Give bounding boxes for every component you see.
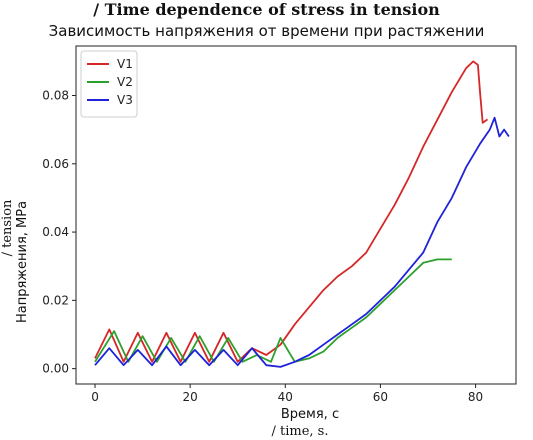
series-group	[94, 60, 510, 368]
y-axis-label-en: / tension	[0, 199, 15, 256]
x-axis-label: Время, с	[281, 407, 339, 422]
legend-label-v2: V2	[117, 75, 133, 89]
y-tick-label: 0.02	[42, 293, 69, 307]
y-tick-label: 0.06	[42, 157, 69, 171]
axes: 0 20 40 60 80 0.00 0.02 0.04 0.06 0.08	[42, 45, 517, 404]
series-line-v2	[94, 258, 452, 363]
plot-frame	[75, 45, 517, 385]
x-tick-label: 40	[278, 390, 293, 404]
legend: V1 V2 V3	[80, 50, 138, 118]
y-tick-label: 0.08	[42, 89, 69, 103]
chart-title-en: / Time dependence of stress in tension	[93, 0, 440, 19]
y-tick-label: 0.00	[42, 362, 69, 376]
y-tick-label: 0.04	[42, 225, 69, 239]
x-tick-label: 80	[468, 390, 483, 404]
x-tick-label: 60	[373, 390, 388, 404]
x-axis-label-en: / time, s.	[272, 424, 329, 439]
x-tick-label: 20	[183, 390, 198, 404]
series-line-v3	[94, 116, 510, 368]
x-tick-label: 0	[91, 390, 99, 404]
series-line-v1	[94, 60, 489, 363]
legend-label-v1: V1	[117, 57, 133, 71]
chart-title: Зависимость напряжения от времени при ра…	[48, 22, 485, 40]
y-axis-label: Напряжения, МРа	[15, 201, 30, 323]
legend-label-v3: V3	[117, 93, 133, 107]
